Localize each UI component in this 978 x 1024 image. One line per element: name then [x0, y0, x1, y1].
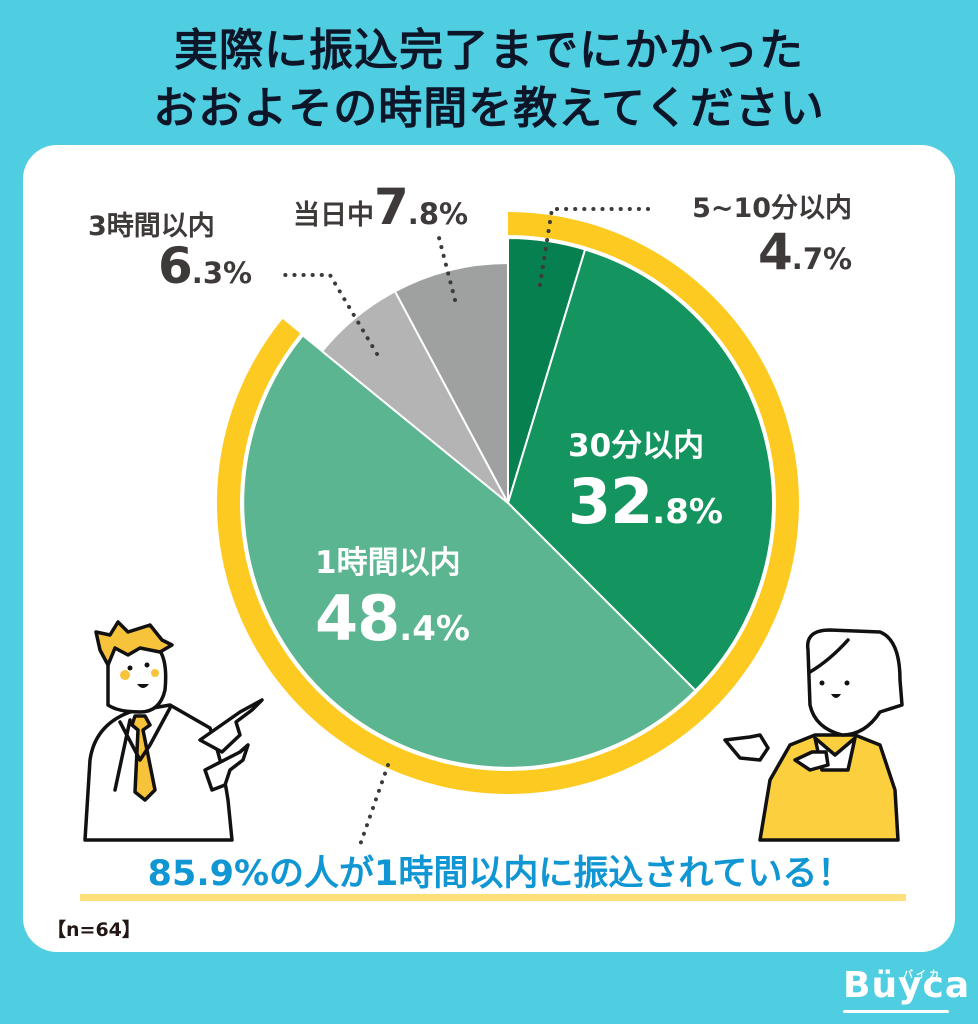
label-3hours-value: 6.3% — [158, 237, 253, 295]
sample-size: 【n=64】 — [47, 919, 141, 941]
leader-line-3hours — [278, 273, 379, 356]
man-face — [120, 662, 159, 688]
label-5-10min-name: 5~10分以内 — [692, 193, 853, 224]
buyca-logo: Büyca バイカ — [843, 965, 971, 1013]
label-same-day-name: 当日中 — [293, 200, 374, 231]
leader-line-5-10min — [538, 207, 652, 287]
logo-text: Büyca — [843, 965, 971, 1006]
label-3hours-name: 3時間以内 — [88, 211, 215, 242]
slice-30min — [507, 248, 774, 692]
title-line-2: おおよその時間を教えてください — [153, 83, 825, 134]
label-5-10min: 5~10分以内 4.7% — [664, 186, 852, 281]
headline-annotation: 85.9%の人が1時間以内に振込されている！ — [147, 854, 853, 894]
logo-kana: バイカ — [903, 970, 942, 981]
leader-line-headline — [358, 763, 390, 847]
label-30min-name: 30分以内 — [568, 428, 705, 464]
chart-title: 実際に振込完了までにかかった おおよその時間を教えてください — [0, 22, 978, 138]
label-1hour: 1時間以内 48.4% — [315, 537, 470, 655]
woman-pointing-illustration — [723, 628, 904, 842]
title-line-1: 実際に振込完了までにかかった — [174, 25, 804, 76]
label-1hour-name: 1時間以内 — [315, 545, 461, 581]
woman-face — [819, 680, 850, 698]
man-pointing-illustration — [83, 620, 264, 842]
label-5-10min-value: 4.7% — [758, 223, 853, 281]
label-same-day: 当日中7.8% — [293, 178, 469, 236]
slice-same-day — [394, 262, 509, 504]
label-30min: 30分以内 32.8% — [568, 420, 723, 538]
headline-underline — [80, 894, 906, 901]
slice-1hour — [242, 334, 697, 769]
leader-line-same-day — [435, 228, 457, 302]
logo-underline — [843, 1010, 949, 1013]
label-3hours: 3時間以内 6.3% — [88, 204, 252, 295]
